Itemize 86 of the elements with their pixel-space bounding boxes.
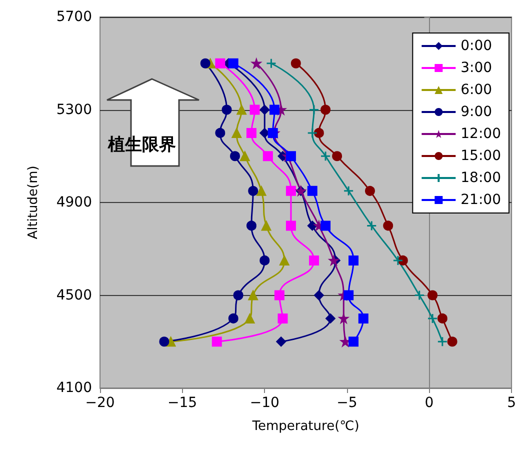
point: [428, 290, 438, 300]
point: [261, 220, 272, 231]
point: [320, 104, 331, 115]
y-tick-label: 4500: [56, 287, 92, 304]
point: [251, 58, 262, 68]
point: [244, 313, 255, 324]
x-tick-label: −15: [168, 395, 198, 411]
y-tick-label: 4900: [56, 194, 92, 210]
legend-label: 0:00: [460, 38, 492, 54]
point: [314, 128, 324, 138]
point: [309, 255, 320, 266]
point: [200, 58, 210, 68]
point: [248, 186, 258, 196]
point: [240, 151, 250, 162]
point: [338, 313, 349, 324]
point: [437, 313, 448, 324]
point: [228, 313, 238, 324]
point: [250, 104, 260, 115]
point: [358, 313, 368, 324]
point: [256, 186, 266, 196]
point: [332, 151, 342, 162]
point: [366, 220, 377, 231]
point: [215, 58, 226, 68]
point: [437, 336, 448, 347]
point: [398, 255, 408, 266]
point: [246, 128, 256, 138]
point: [274, 290, 284, 300]
legend-label: 12:00: [460, 126, 502, 142]
x-axis-title: Temperature(℃): [251, 419, 360, 434]
point: [364, 186, 375, 196]
point: [269, 104, 280, 115]
point: [276, 336, 286, 347]
point: [320, 150, 331, 162]
y-tick-label: 4100: [56, 380, 92, 396]
legend-label: 6:00: [460, 82, 492, 98]
point: [230, 151, 240, 162]
x-tick-label: −10: [250, 395, 280, 411]
point: [246, 220, 256, 231]
point: [286, 220, 296, 231]
point: [340, 336, 350, 347]
point: [222, 104, 232, 115]
point: [260, 255, 270, 266]
point: [286, 151, 296, 162]
y-axis-title: Altitude(m): [26, 166, 41, 240]
point: [228, 58, 238, 68]
point: [236, 104, 247, 115]
x-tick-label: 5: [507, 395, 516, 411]
legend-label: 21:00: [460, 192, 502, 208]
point: [290, 58, 301, 68]
point: [262, 151, 273, 162]
y-tick-label: 5700: [56, 9, 92, 25]
point: [320, 220, 331, 231]
point: [279, 255, 290, 266]
legend-label: 9:00: [460, 104, 492, 120]
point: [392, 255, 404, 266]
point: [344, 290, 354, 300]
point: [414, 290, 425, 300]
point: [278, 313, 288, 324]
x-tick-label: −5: [336, 395, 358, 411]
point: [286, 186, 296, 196]
y-tick-label: 5300: [56, 102, 92, 118]
x-tick-label: −20: [85, 395, 115, 411]
point: [212, 336, 222, 347]
point: [233, 290, 244, 300]
x-tick-label: 0: [424, 395, 434, 411]
legend-label: 3:00: [460, 60, 492, 76]
point: [268, 128, 278, 138]
point: [427, 313, 438, 324]
point: [314, 290, 324, 300]
point: [260, 104, 270, 115]
point: [383, 220, 394, 231]
point: [308, 104, 320, 115]
point: [325, 313, 336, 324]
point: [215, 128, 226, 138]
point: [248, 290, 258, 300]
point: [307, 186, 318, 196]
legend-label: 18:00: [460, 170, 502, 186]
point: [348, 336, 359, 347]
point: [307, 128, 318, 138]
point: [266, 58, 276, 69]
point: [348, 255, 359, 266]
point: [232, 128, 242, 138]
point: [447, 336, 458, 347]
point: [343, 186, 354, 196]
legend-label: 15:00: [460, 148, 502, 164]
point: [159, 336, 170, 347]
